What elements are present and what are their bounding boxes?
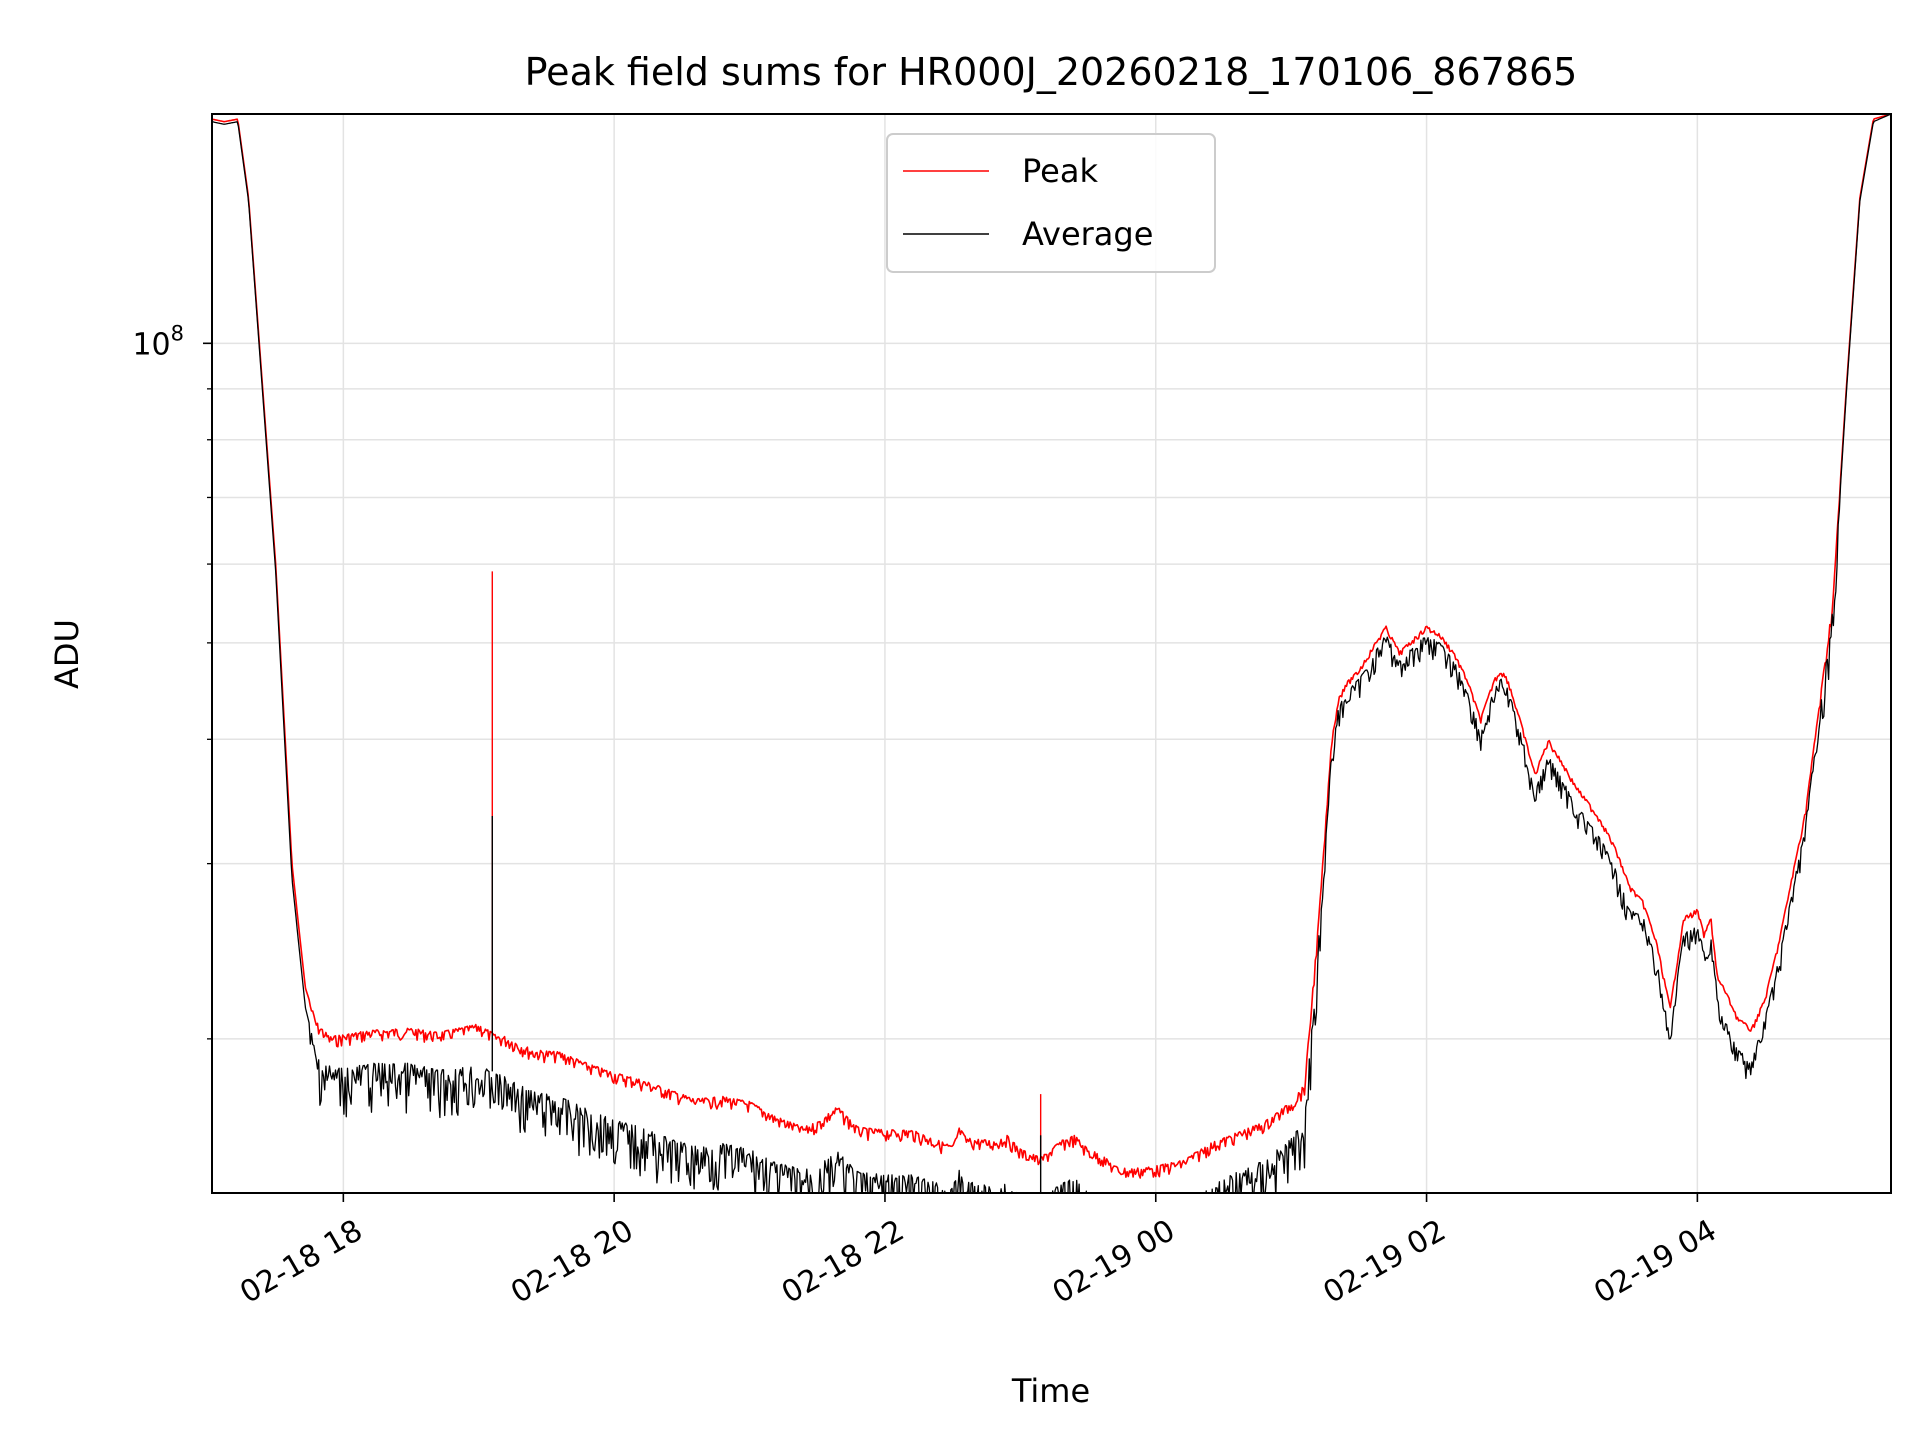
y-tick-label: 108 [132, 321, 184, 362]
plot-frame [211, 113, 1892, 1194]
y-axis-label: ADU [48, 619, 86, 689]
y-tick-exponent: 8 [171, 321, 184, 345]
legend: Peak Average [886, 133, 1216, 273]
series-average [212, 114, 1891, 1193]
legend-average-label: Average [1022, 215, 1153, 253]
x-axis-label: Time [1011, 1372, 1090, 1410]
plot-series [212, 114, 1891, 1193]
y-tick-base: 10 [132, 327, 170, 362]
series-line-average [212, 114, 1891, 1193]
chart-title: Peak field sums for HR000J_20260218_1701… [525, 50, 1578, 94]
legend-box [886, 133, 1216, 273]
legend-peak-label: Peak [1022, 152, 1098, 190]
